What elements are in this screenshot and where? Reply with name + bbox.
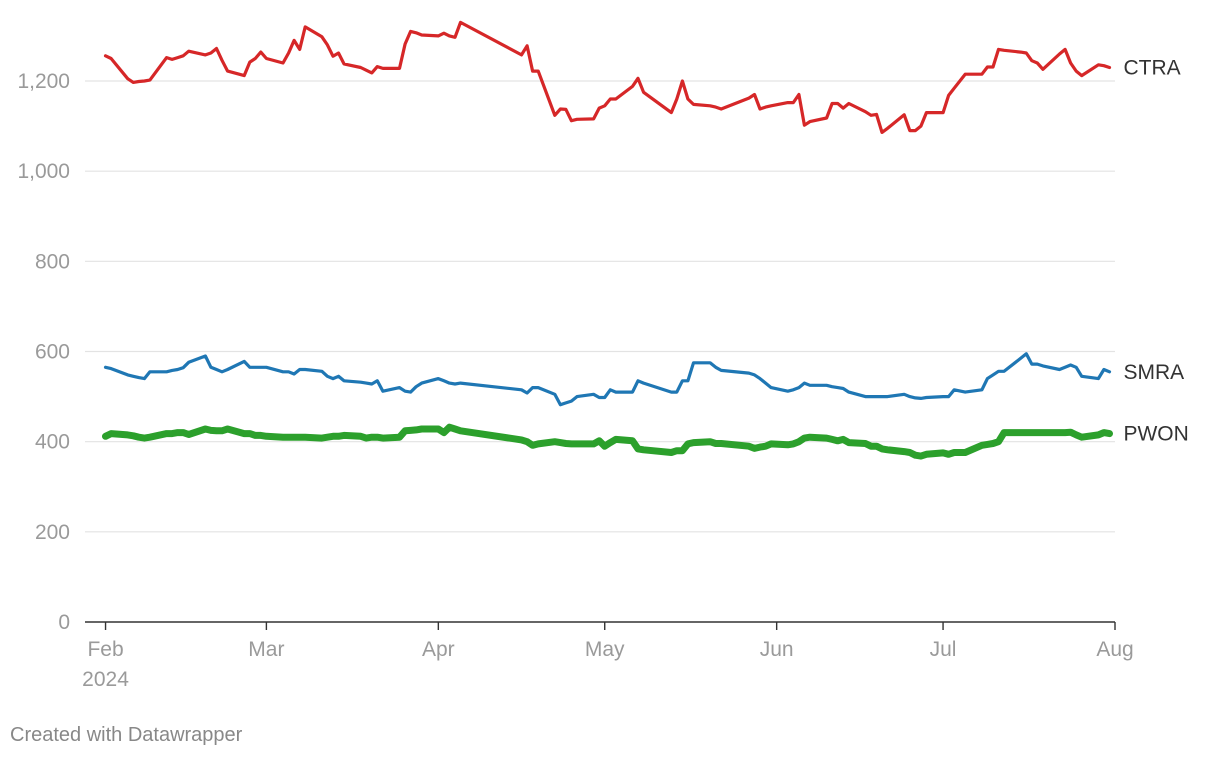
series-line-ctra xyxy=(103,20,1112,134)
y-tick-label-0: 0 xyxy=(58,611,70,634)
x-tick-label-jun: Jun xyxy=(760,638,794,661)
y-axis: 0 200 400 600 800 1,000 1,200 xyxy=(17,70,70,634)
x-tick-label-aug: Aug xyxy=(1096,638,1133,661)
series-label-pwon: PWON xyxy=(1123,423,1188,446)
series-lines xyxy=(102,20,1113,460)
x-axis: Feb 2024 Mar Apr May Jun Jul Aug xyxy=(82,621,1134,691)
x-tick-label-jul: Jul xyxy=(930,638,957,661)
line-chart: 0 200 400 600 800 1,000 1,200 Feb 2024 Mar Apr May… xyxy=(17,20,1189,691)
y-tick-label-600: 600 xyxy=(35,341,70,364)
series-label-smra: SMRA xyxy=(1123,361,1184,384)
series-line-pwon xyxy=(102,423,1113,460)
x-tick-label-mar: Mar xyxy=(248,638,284,661)
gridlines xyxy=(85,80,1115,533)
x-year-label: 2024 xyxy=(82,668,129,691)
x-tick-label-feb: Feb xyxy=(87,638,123,661)
y-tick-label-200: 200 xyxy=(35,521,70,544)
x-tick-label-may: May xyxy=(585,638,625,661)
y-tick-label-1000: 1,000 xyxy=(17,160,70,183)
y-tick-label-400: 400 xyxy=(35,431,70,454)
series-line-smra xyxy=(103,352,1112,407)
footer-credit: Created with Datawrapper xyxy=(10,724,243,746)
series-label-ctra: CTRA xyxy=(1123,56,1180,79)
y-tick-label-1200: 1,200 xyxy=(17,70,70,93)
y-tick-label-800: 800 xyxy=(35,250,70,273)
series-labels: CTRA SMRA PWON xyxy=(1123,56,1188,445)
x-tick-label-apr: Apr xyxy=(422,638,455,661)
